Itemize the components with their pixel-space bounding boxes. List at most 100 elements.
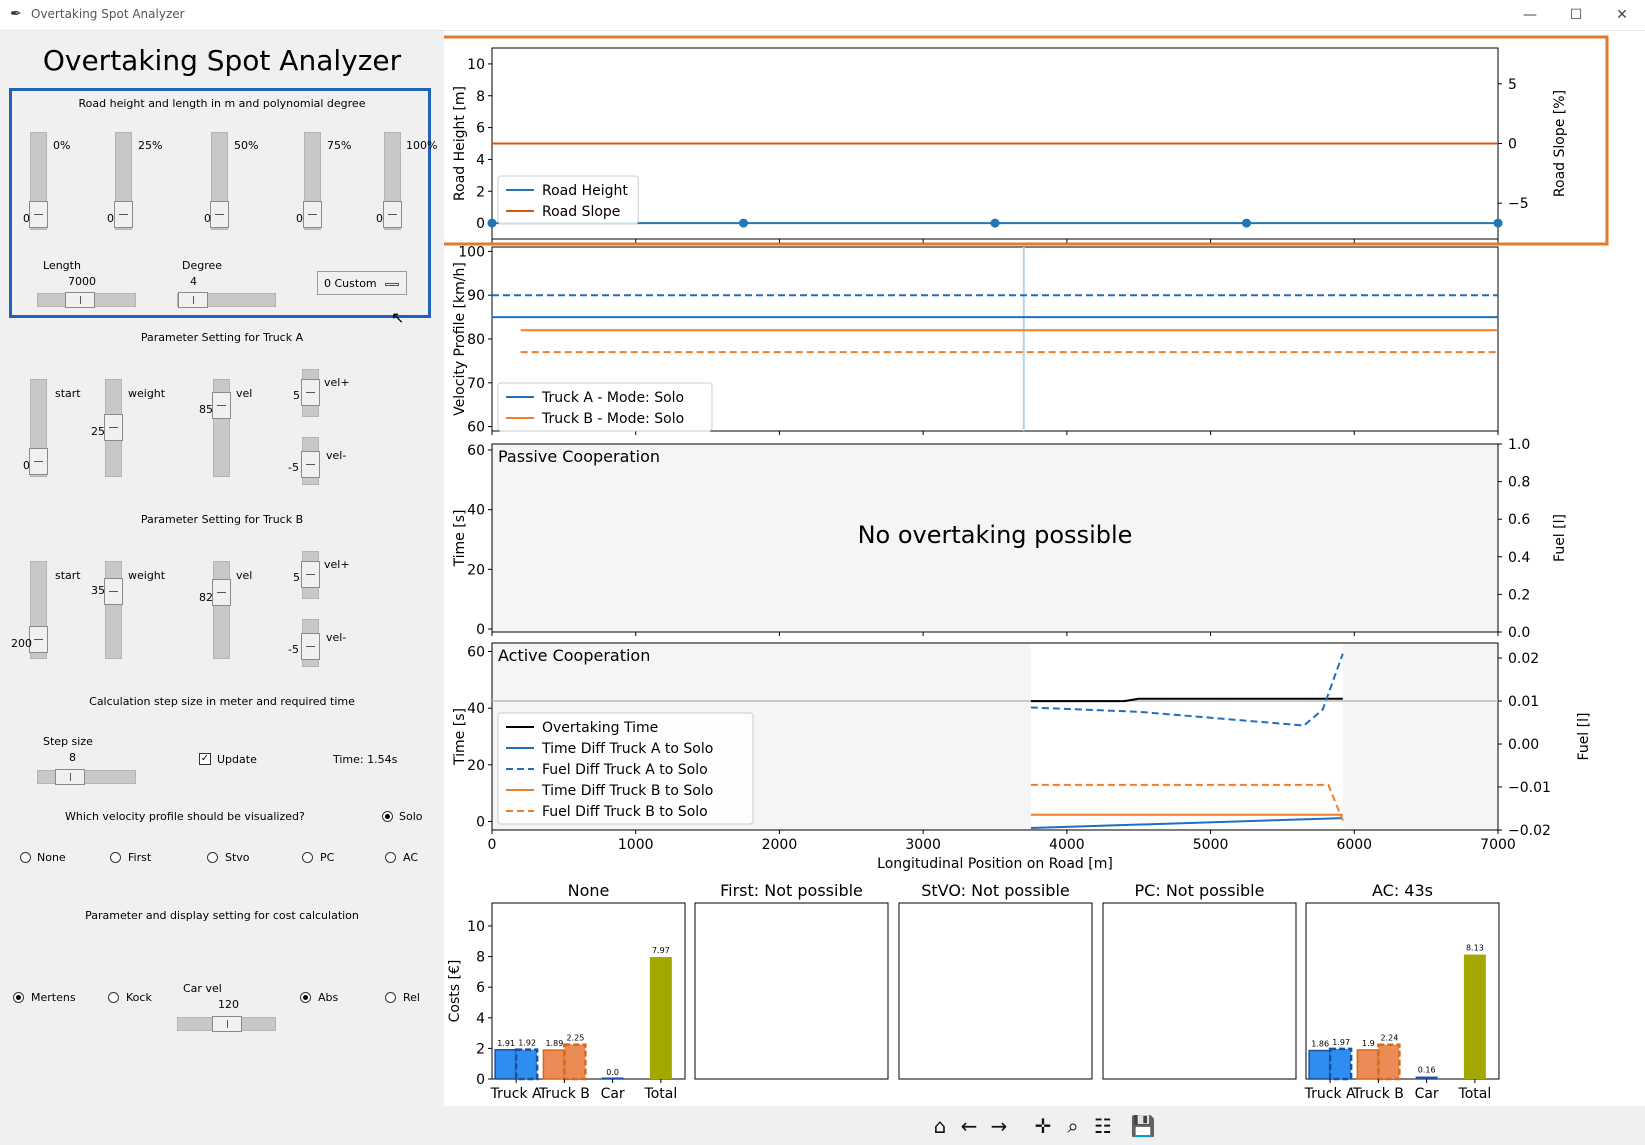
- home-icon[interactable]: ⌂: [933, 1114, 947, 1138]
- vel-legend-label: Truck A - Mode: Solo: [541, 390, 684, 406]
- profile-radio-stvo[interactable]: [207, 852, 218, 863]
- car-vel-slider[interactable]: [177, 1016, 276, 1032]
- profile-radio-ac[interactable]: [385, 852, 396, 863]
- maximize-button[interactable]: ☐: [1569, 7, 1583, 23]
- cost-panel-frame: [898, 902, 1093, 1080]
- active-legend-box: [497, 712, 754, 825]
- cost-bar: [601, 1077, 624, 1079]
- profile-radio-solo[interactable]: [382, 811, 393, 822]
- length-value: 7000: [68, 275, 96, 288]
- road-slider-25-pct: 25%: [138, 139, 163, 152]
- profile-radio-pc[interactable]: [302, 852, 313, 863]
- active-legend-label: Fuel Diff Truck A to Solo: [542, 762, 708, 778]
- cost-radio-kock[interactable]: [108, 992, 119, 1003]
- velocity-profile-chart: 60 70 80 90 100 Velocity Profile [km/h] Truck …: [452, 244, 1499, 436]
- cost-bar-dashed: [1328, 1047, 1353, 1081]
- cost-bar: [494, 1049, 517, 1080]
- cost-panel-frame: [1102, 902, 1297, 1080]
- truck-a-velminus-label: vel-: [326, 449, 347, 462]
- truck-b-velminus-value: -5: [288, 643, 299, 656]
- cost-radio-mertens[interactable]: [13, 992, 24, 1003]
- cost-bar-label: 2.25: [566, 1034, 584, 1043]
- cost-label-mertens: Mertens: [31, 991, 76, 1004]
- cost-radio-rel[interactable]: [385, 992, 396, 1003]
- degree-slider[interactable]: [177, 292, 276, 308]
- close-button[interactable]: ✕: [1616, 7, 1628, 23]
- back-icon[interactable]: ←: [960, 1114, 978, 1138]
- cost-panel-title: None: [568, 881, 610, 900]
- profile-radio-none[interactable]: [20, 852, 31, 863]
- vel-ytick-label: 100: [458, 244, 485, 260]
- profile-label-first: First: [128, 851, 152, 864]
- road-settings-frame: [9, 88, 431, 318]
- window-titlebar: ✒ Overtaking Spot Analyzer — ☐ ✕: [0, 0, 1645, 31]
- truck-a-weight-value: 25: [91, 425, 105, 438]
- active-series-line: [1030, 817, 1343, 829]
- truck-a-start-label: start: [55, 387, 81, 400]
- active-ylabel: Time [s]: [452, 708, 468, 766]
- active-xtick-label: 1000: [618, 837, 654, 853]
- plot-canvas[interactable]: 0 2 4 6 8 10 Road Height [m] −5 0 5 Road Slope [%]…: [439, 31, 1645, 1106]
- update-label: Update: [217, 753, 257, 766]
- truck-b-weight-value: 35: [91, 584, 105, 597]
- minimize-button[interactable]: —: [1523, 7, 1537, 23]
- road-profile-chart: 0 2 4 6 8 10 Road Height [m] −5 0 5 Road Slope [%]…: [439, 35, 1609, 246]
- active-region: [1030, 644, 1343, 829]
- cost-xtick-label: Truck A: [490, 1086, 542, 1102]
- active-ytick-label: 60: [467, 645, 485, 661]
- active-ytick-label: 40: [467, 701, 485, 717]
- profile-radio-first[interactable]: [110, 852, 121, 863]
- road-y2label: Road Slope [%]: [1552, 90, 1568, 197]
- road-height-marker: [739, 218, 748, 228]
- road-ytick-label: 4: [476, 152, 485, 168]
- active-y2tick-label: 0.00: [1508, 737, 1539, 753]
- length-slider[interactable]: [37, 292, 136, 308]
- vel-ylabel: Velocity Profile [km/h]: [452, 262, 468, 416]
- control-panel: Overtaking Spot Analyzer Road height and…: [0, 31, 444, 1145]
- active-xtick-label: 5000: [1193, 837, 1229, 853]
- road-slider-50-pct: 50%: [234, 139, 259, 152]
- forward-icon[interactable]: →: [990, 1114, 1008, 1138]
- plot-toolbar: ⌂ ← → ✛ ⌕ ☷ 💾: [444, 1106, 1645, 1145]
- truck-a-vel-label: vel: [236, 387, 253, 400]
- road-y2tick-label: 5: [1508, 77, 1517, 93]
- cost-bar-label: 8.13: [1466, 944, 1484, 953]
- cost-bar-dashed: [1377, 1043, 1401, 1081]
- vel-legend-box: [497, 382, 713, 432]
- road-legend-label: Road Height: [542, 183, 628, 199]
- truck-a-weight-label: weight: [128, 387, 166, 400]
- cost-bar: [1415, 1076, 1438, 1079]
- cost-bar-label: 1.92: [518, 1039, 536, 1048]
- save-icon[interactable]: 💾: [1130, 1114, 1156, 1138]
- cost-xtick-label: Truck A: [1304, 1086, 1356, 1102]
- step-size-slider[interactable]: [37, 769, 136, 785]
- update-checkbox[interactable]: ✓: [199, 753, 211, 765]
- configure-icon[interactable]: ☷: [1094, 1114, 1112, 1138]
- cost-xtick-label: Total: [1458, 1086, 1492, 1102]
- cost-bar: [1308, 1049, 1331, 1080]
- zoom-icon[interactable]: ⌕: [1067, 1114, 1079, 1138]
- truck-a-velplus-label: vel+: [324, 376, 350, 389]
- cost-radio-abs[interactable]: [300, 992, 311, 1003]
- vel-ytick-label: 70: [467, 376, 485, 392]
- active-y2tick-label: −0.02: [1508, 823, 1551, 839]
- road-preset-dropdown[interactable]: 0 Custom: [317, 271, 407, 295]
- road-height-marker: [487, 218, 497, 228]
- vel-legend-label: Truck B - Mode: Solo: [541, 411, 684, 427]
- degree-label: Degree: [182, 259, 223, 272]
- cost-ytick-label: 4: [476, 1011, 485, 1027]
- truck-b-vel-value: 82: [199, 591, 213, 604]
- passive-ytick-label: 20: [467, 562, 485, 578]
- passive-ylabel: Time [s]: [452, 510, 468, 568]
- car-vel-label: Car vel: [183, 982, 222, 995]
- cost-xtick-label: Truck B: [1352, 1086, 1404, 1102]
- car-vel-value: 120: [218, 998, 239, 1011]
- active-y2label: Fuel [l]: [1576, 713, 1592, 761]
- pan-icon[interactable]: ✛: [1034, 1114, 1052, 1138]
- cost-bar-label: 7.97: [652, 946, 670, 955]
- active-legend-label: Time Diff Truck B to Solo: [541, 783, 713, 799]
- truck-b-start-value: 200: [11, 637, 32, 650]
- cost-bar-label: 1.86: [1311, 1040, 1329, 1049]
- truck-b-heading: Parameter Setting for Truck B: [140, 513, 304, 526]
- passive-ytick-label: 0: [476, 622, 485, 638]
